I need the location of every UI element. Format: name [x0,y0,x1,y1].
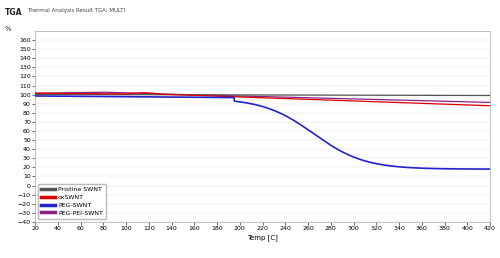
X-axis label: Temp [C]: Temp [C] [247,234,278,240]
Text: %: % [5,26,12,32]
Legend: Pristine SWNT, oxSWNT, PEG-SWNT, PEG-PEI-SWNT: Pristine SWNT, oxSWNT, PEG-SWNT, PEG-PEI… [38,184,106,219]
Text: TGA: TGA [5,8,22,17]
Text: Thermal Analysis Result TGA: MULTI: Thermal Analysis Result TGA: MULTI [28,8,126,13]
